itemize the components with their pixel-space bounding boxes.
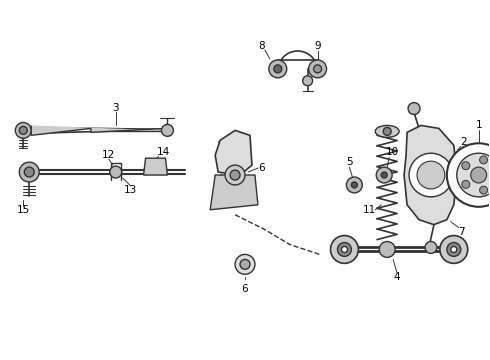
Circle shape [471,167,487,183]
Circle shape [351,182,357,188]
Circle shape [457,153,490,197]
Circle shape [462,162,470,170]
Circle shape [24,167,34,177]
Circle shape [417,161,445,189]
Polygon shape [144,158,168,175]
Text: 5: 5 [346,157,353,167]
Circle shape [269,60,287,78]
Circle shape [240,260,250,269]
Circle shape [309,60,326,78]
Text: 10: 10 [386,147,399,157]
Text: 8: 8 [259,41,265,51]
Circle shape [346,177,362,193]
Text: 1: 1 [475,121,482,130]
Text: 14: 14 [157,147,170,157]
Circle shape [314,65,321,73]
Circle shape [19,162,39,182]
Circle shape [110,166,122,178]
Polygon shape [404,125,457,225]
Circle shape [19,126,27,134]
Circle shape [447,243,461,256]
Text: 6: 6 [259,163,265,173]
Circle shape [447,143,490,207]
Polygon shape [31,125,166,135]
Text: 2: 2 [461,137,467,147]
Text: 4: 4 [394,272,400,282]
Circle shape [381,172,387,178]
Circle shape [342,247,347,252]
Text: 6: 6 [242,284,248,294]
Circle shape [303,76,313,86]
Circle shape [376,167,392,183]
Circle shape [150,160,161,170]
Circle shape [462,180,470,188]
Circle shape [274,65,282,73]
Circle shape [331,235,358,264]
Circle shape [425,242,437,253]
Circle shape [480,156,488,164]
Text: 3: 3 [112,103,119,113]
Circle shape [408,103,420,114]
Text: 12: 12 [102,150,116,160]
Text: 11: 11 [363,205,376,215]
Circle shape [225,165,245,185]
Circle shape [480,186,488,194]
Circle shape [230,170,240,180]
Circle shape [15,122,31,138]
Circle shape [235,255,255,274]
Circle shape [383,127,391,135]
Polygon shape [215,130,252,175]
Ellipse shape [375,125,399,137]
Circle shape [338,243,351,256]
Circle shape [440,235,468,264]
Polygon shape [210,175,258,210]
Text: 9: 9 [314,41,321,51]
Circle shape [162,125,173,136]
Text: 13: 13 [124,185,137,195]
Circle shape [451,247,457,252]
Circle shape [409,153,453,197]
Text: 7: 7 [459,226,465,237]
Text: 15: 15 [17,205,30,215]
Circle shape [379,242,395,257]
